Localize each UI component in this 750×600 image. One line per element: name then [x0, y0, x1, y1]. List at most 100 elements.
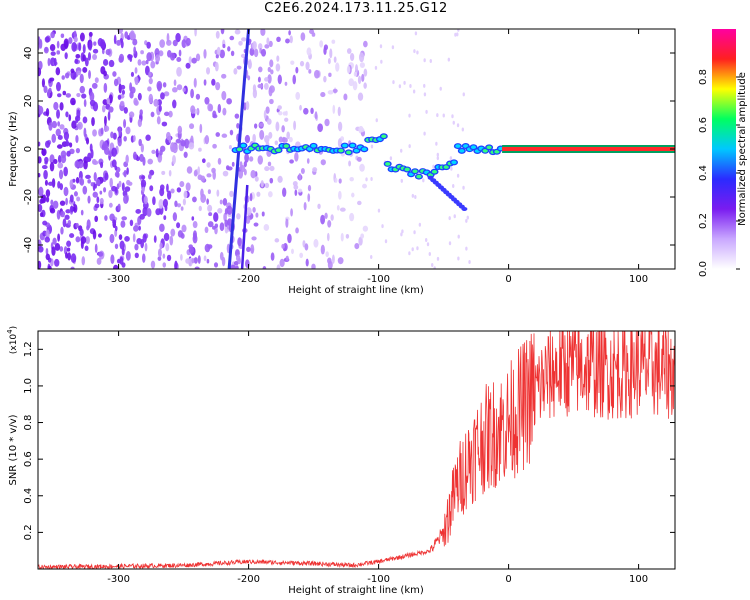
spectral-speck	[263, 110, 267, 120]
spectral-speck	[235, 265, 239, 269]
spectral-speck	[110, 254, 115, 264]
spectral-speck	[457, 256, 460, 261]
spectral-speck	[206, 173, 212, 178]
spectral-speck	[260, 29, 266, 36]
spectral-speck	[42, 220, 48, 226]
spectral-speck	[357, 200, 362, 206]
spectral-speck	[75, 53, 81, 59]
spectral-speck	[63, 131, 70, 141]
spectral-speck	[293, 120, 297, 131]
spectral-speck	[90, 182, 94, 187]
spectral-speck	[285, 255, 289, 261]
spectral-speck	[409, 83, 412, 88]
spectral-speck	[114, 171, 120, 178]
spectral-speck	[160, 92, 165, 100]
spectral-speck	[44, 236, 51, 243]
spectral-speck	[269, 165, 275, 172]
spectral-speck	[299, 252, 304, 259]
spectral-speck	[370, 176, 373, 181]
spectral-speck	[79, 178, 85, 186]
spectral-speck	[226, 98, 232, 105]
spectral-speck	[100, 127, 104, 135]
band-blob-inner	[459, 149, 465, 153]
spectral-speck	[389, 156, 393, 161]
spectral-speck	[121, 182, 125, 192]
spectral-speck	[268, 40, 273, 48]
spectral-speck	[400, 178, 403, 183]
spectral-speck	[375, 118, 378, 123]
spectral-speck	[246, 207, 252, 216]
spectral-speck	[307, 193, 311, 202]
spectral-speck	[144, 242, 148, 252]
spectral-speck	[198, 205, 202, 212]
spectral-speck	[118, 53, 125, 63]
spectral-speck	[191, 216, 195, 221]
spectral-speck	[221, 90, 227, 101]
spectral-speck	[153, 98, 159, 107]
spectral-speck	[363, 40, 368, 48]
spectral-speck	[238, 40, 243, 46]
spectral-speck	[172, 155, 176, 165]
x-tick-label: -300	[107, 274, 130, 285]
spectral-speck	[217, 103, 222, 114]
spectral-speck	[140, 50, 144, 55]
spectral-speck	[335, 62, 340, 72]
spectral-speck	[208, 212, 213, 217]
spectral-speck	[56, 144, 63, 149]
spectral-speck	[159, 242, 163, 250]
y-tick-label: 1.2	[23, 341, 34, 357]
spectral-speck	[219, 199, 223, 205]
spectral-speck	[47, 57, 51, 67]
spectral-speck	[221, 133, 228, 138]
spectral-speck	[457, 234, 460, 239]
spectral-speck	[75, 115, 81, 122]
spectral-speck	[294, 152, 299, 162]
spectral-speck	[150, 111, 155, 118]
spectral-speck	[264, 44, 270, 49]
spectral-speck	[51, 178, 56, 188]
snr-y-label: SNR (10 * v/v)	[8, 414, 19, 485]
spectral-speck	[172, 212, 178, 222]
spectral-speck	[290, 208, 293, 217]
spectral-speck	[66, 150, 71, 157]
spectral-speck	[127, 181, 133, 186]
spectral-speck	[41, 148, 47, 156]
spectral-speck	[215, 54, 219, 59]
spectral-speck	[57, 233, 61, 242]
spectral-speck	[370, 144, 374, 149]
spectral-speck	[124, 235, 130, 242]
spectral-speck	[82, 54, 87, 62]
spectral-speck	[166, 254, 172, 262]
spectral-speck	[124, 186, 131, 192]
spectral-speck	[348, 78, 355, 87]
spectral-speck	[114, 225, 118, 232]
spectral-speck	[186, 166, 193, 174]
spectral-speck	[79, 73, 84, 84]
spectral-speck	[299, 104, 302, 111]
spectral-speck	[362, 183, 367, 189]
spectral-speck	[81, 93, 87, 99]
spectral-speck	[56, 50, 61, 55]
spectral-speck	[212, 113, 218, 119]
spectral-speck	[241, 37, 247, 42]
spectral-speck	[134, 76, 139, 86]
spectral-speck	[237, 257, 241, 265]
spectral-speck	[216, 46, 221, 56]
spectral-speck	[451, 114, 454, 119]
spectral-speck	[97, 233, 102, 238]
spectral-speck	[379, 44, 383, 49]
spectral-speck	[413, 230, 416, 235]
spectral-speck	[38, 141, 41, 147]
spectral-speck	[197, 166, 201, 176]
spectral-speck	[111, 147, 118, 157]
band-blob-inner	[311, 144, 317, 148]
spectral-speck	[133, 97, 138, 106]
spectral-speck	[343, 93, 348, 101]
spectral-speck	[38, 105, 44, 115]
spectral-speck	[320, 92, 326, 98]
spectral-speck	[104, 115, 107, 126]
spectral-speck	[98, 251, 104, 257]
spectral-speck	[139, 213, 145, 220]
spectral-speck	[275, 121, 280, 132]
spectral-speck	[158, 50, 164, 57]
